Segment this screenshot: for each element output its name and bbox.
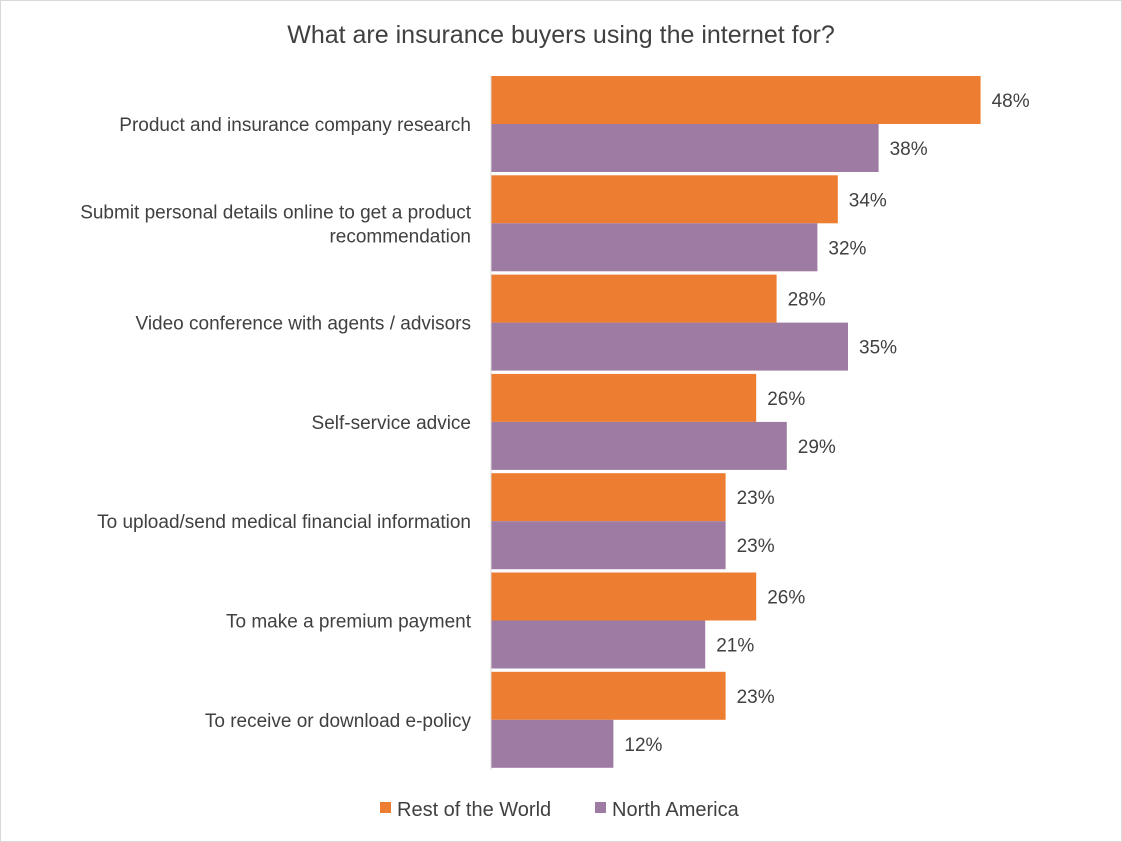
legend-swatch (380, 802, 391, 813)
bar (491, 373, 757, 422)
bar (491, 175, 838, 224)
data-label: 38% (890, 139, 928, 160)
data-label: 26% (767, 389, 805, 410)
bars-layer (491, 76, 981, 768)
bar (491, 223, 818, 272)
category-label: Self-service advice (312, 413, 471, 434)
data-label: 34% (849, 190, 887, 211)
data-label: 23% (737, 536, 775, 557)
data-label: 21% (716, 636, 754, 657)
legend: Rest of the World North America (380, 799, 740, 821)
bar (491, 671, 726, 720)
data-label: 26% (767, 588, 805, 609)
bar (491, 76, 981, 124)
data-label: 35% (859, 338, 897, 359)
category-label-line: To receive or download e-policy (205, 711, 472, 732)
bar (491, 274, 777, 323)
category-label-line: Product and insurance company research (119, 115, 471, 136)
bar (491, 124, 879, 172)
data-label: 28% (788, 290, 826, 311)
chart-title: What are insurance buyers using the inte… (287, 21, 835, 49)
data-label: 32% (828, 238, 866, 259)
bar (491, 421, 787, 470)
category-label: Product and insurance company research (119, 115, 471, 136)
category-label: To make a premium payment (226, 612, 472, 633)
bar (491, 620, 706, 669)
bar (491, 521, 726, 570)
category-label-line: Video conference with agents / advisors (135, 314, 471, 335)
legend-swatch (595, 802, 606, 813)
category-label: Video conference with agents / advisors (135, 314, 471, 335)
category-label-line: recommendation (329, 226, 471, 247)
bar (491, 473, 726, 522)
category-label-line: To upload/send medical financial informa… (97, 512, 471, 533)
data-label: 23% (737, 687, 775, 708)
category-label: To receive or download e-policy (205, 711, 472, 732)
category-label-line: To make a premium payment (226, 612, 472, 633)
data-label: 12% (624, 735, 662, 756)
data-label: 29% (798, 437, 836, 458)
bar (491, 572, 757, 621)
category-label-line: Submit personal details online to get a … (80, 202, 472, 223)
category-label: Submit personal details online to get a … (80, 202, 472, 247)
bar (491, 719, 614, 768)
data-label: 48% (992, 91, 1030, 112)
legend-label: North America (612, 799, 740, 821)
data-label: 23% (737, 488, 775, 509)
legend-label: Rest of the World (397, 799, 551, 821)
category-label: To upload/send medical financial informa… (97, 512, 471, 533)
category-label-line: Self-service advice (312, 413, 471, 434)
bar (491, 322, 848, 371)
